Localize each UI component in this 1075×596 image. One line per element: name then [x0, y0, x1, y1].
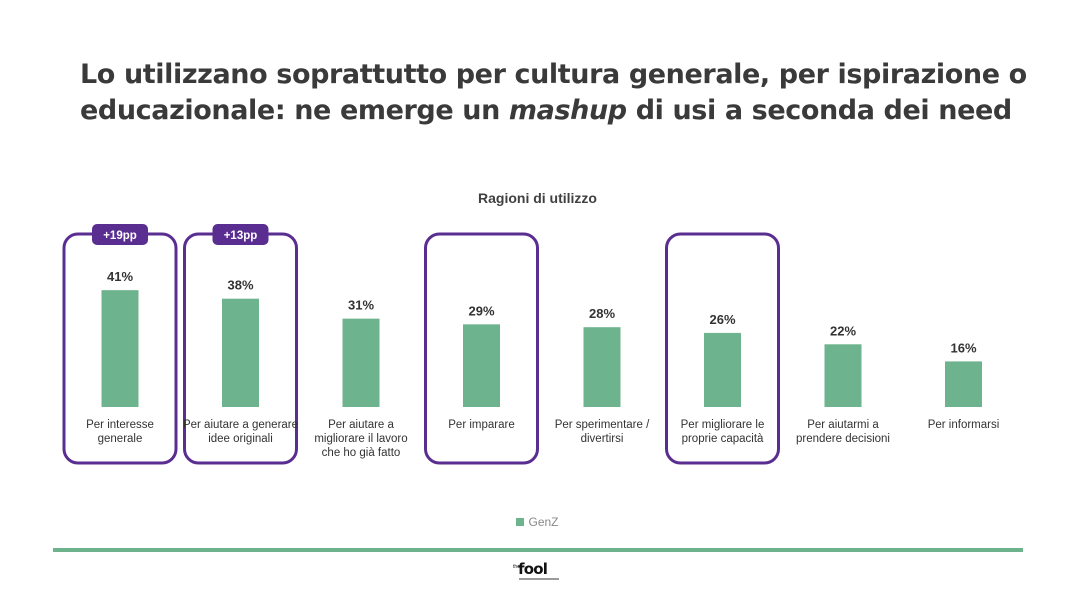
- the-fool-logo: the fool: [513, 560, 563, 585]
- chart-legend: GenZ: [0, 515, 1075, 529]
- slide-title: Lo utilizzano soprattutto per cultura ge…: [80, 57, 1040, 129]
- data-label: 29%: [468, 303, 494, 318]
- category-label: Per aiutare a generare: [183, 419, 298, 431]
- category-label: Per aiutarmi a: [807, 419, 879, 431]
- category-label: idee originali: [208, 433, 273, 445]
- legend-swatch: [516, 518, 525, 526]
- delta-badge-label: +19pp: [103, 230, 137, 242]
- data-label: 38%: [227, 278, 253, 293]
- footer-divider: [53, 548, 1023, 552]
- category-label: Per imparare: [448, 419, 514, 431]
- delta-badge: [212, 224, 269, 245]
- chart-title: Ragioni di utilizzo: [478, 190, 597, 206]
- data-label: 22%: [830, 323, 856, 338]
- logo-fool-text: fool: [518, 560, 548, 578]
- bar: [222, 298, 259, 407]
- category-label: Per migliorare le: [681, 419, 765, 431]
- category-label: Per interesse: [86, 419, 154, 431]
- category-label: divertirsi: [581, 433, 624, 445]
- data-label: 28%: [589, 306, 615, 321]
- data-label: 31%: [348, 298, 374, 313]
- delta-badge-label: +13pp: [224, 230, 258, 242]
- logo-tagline-mark: [519, 578, 559, 580]
- title-text-part1: Lo utilizzano soprattutto per cultura ge…: [80, 59, 1027, 126]
- category-label: Per informarsi: [928, 419, 1000, 431]
- bar: [101, 290, 139, 407]
- bar: [704, 332, 741, 407]
- delta-badge: [92, 224, 148, 245]
- category-label: migliorare il lavoro: [314, 433, 407, 445]
- category-label: prendere decisioni: [796, 433, 890, 445]
- highlight-box: [665, 232, 780, 465]
- logo-the-text: the: [513, 564, 520, 570]
- bar: [342, 318, 380, 407]
- title-text-part2: di usi a seconda dei need: [626, 95, 1013, 126]
- legend-label: GenZ: [528, 515, 559, 529]
- category-label: proprie capacità: [682, 433, 764, 445]
- data-label: 26%: [709, 312, 735, 327]
- category-label: generale: [98, 433, 143, 445]
- category-label: Per aiutare a: [328, 419, 394, 431]
- bar: [463, 324, 500, 407]
- category-label: che ho già fatto: [322, 447, 401, 459]
- bar-chart: 41% Per interesse generale 38% Per aiutare a…: [62, 224, 1000, 465]
- bar: [583, 327, 621, 407]
- bar: [945, 361, 982, 407]
- highlight-box: [424, 232, 539, 465]
- title-emphasis: mashup: [508, 95, 627, 126]
- data-label: 16%: [950, 340, 976, 355]
- bar: [824, 344, 862, 407]
- data-label: 41%: [107, 269, 133, 284]
- category-label: Per sperimentare /: [555, 419, 650, 431]
